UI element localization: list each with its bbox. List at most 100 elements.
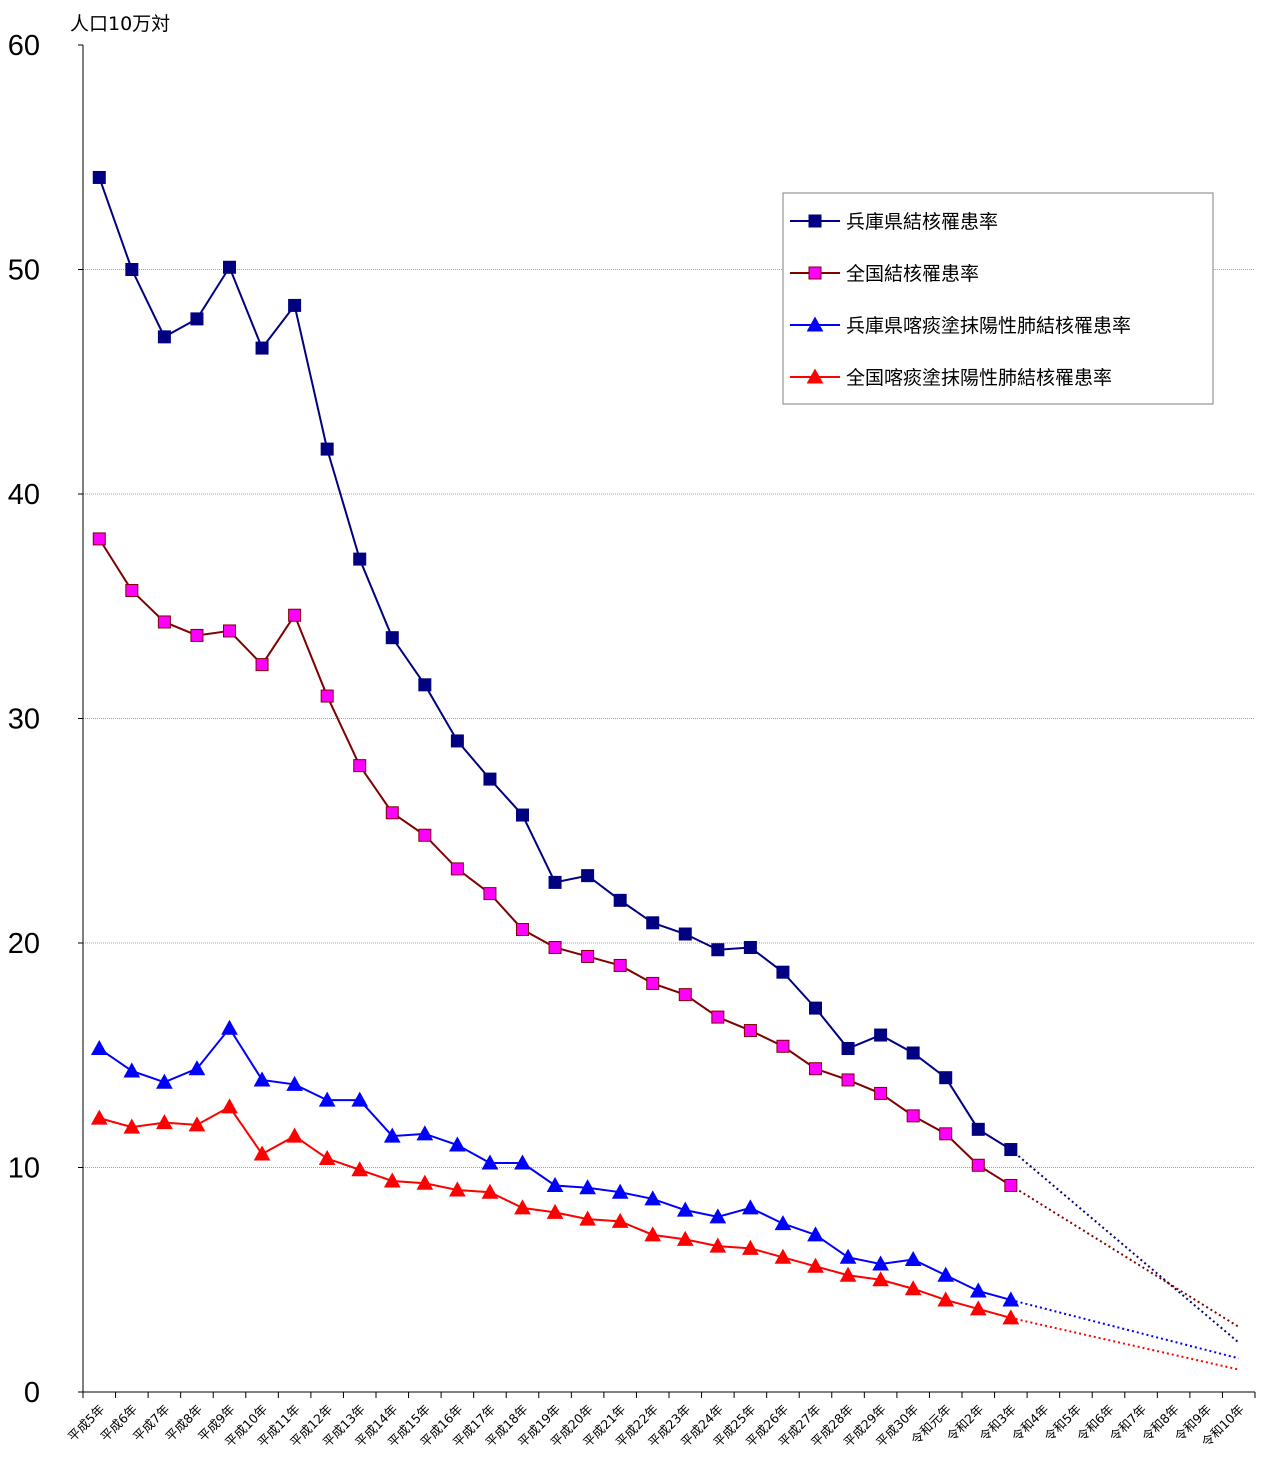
data-point xyxy=(92,532,106,546)
data-point xyxy=(644,1226,662,1242)
trend-line xyxy=(1010,1148,1240,1344)
data-point xyxy=(288,608,302,622)
data-point xyxy=(353,552,367,566)
data-point xyxy=(1002,1291,1020,1307)
series-group xyxy=(90,170,1240,1371)
series-line xyxy=(98,1026,1012,1301)
series-line xyxy=(98,538,1012,1187)
legend-label: 全国喀痰塗抹陽性肺結核罹患率 xyxy=(846,366,1112,389)
data-point xyxy=(516,923,529,937)
data-point xyxy=(971,1158,985,1172)
data-point xyxy=(253,1071,271,1087)
data-point xyxy=(450,862,464,876)
data-point xyxy=(807,1257,824,1273)
data-point xyxy=(546,1203,564,1219)
data-point xyxy=(288,298,302,312)
data-point xyxy=(255,658,269,672)
data-point xyxy=(125,584,139,598)
data-point xyxy=(904,1251,922,1267)
data-point xyxy=(809,1062,822,1076)
data-point xyxy=(906,1046,920,1060)
y-tick-label: 10 xyxy=(8,1153,40,1185)
data-point xyxy=(90,1039,108,1056)
data-point xyxy=(514,1199,531,1215)
data-point xyxy=(776,1039,790,1053)
data-point xyxy=(774,1248,792,1264)
data-point xyxy=(351,1091,369,1107)
data-point xyxy=(678,927,692,941)
data-point xyxy=(383,1172,401,1188)
data-point xyxy=(939,1127,953,1141)
data-point xyxy=(156,1073,173,1089)
data-point xyxy=(644,1190,662,1206)
data-point xyxy=(188,1116,206,1132)
data-point xyxy=(776,965,790,979)
data-point xyxy=(937,1291,955,1307)
data-point xyxy=(579,1210,596,1226)
data-point xyxy=(253,1145,271,1161)
axes xyxy=(78,44,1256,1398)
legend-marker xyxy=(808,214,822,228)
legend-marker xyxy=(806,368,824,384)
data-point xyxy=(809,1001,822,1015)
y-tick-label: 50 xyxy=(8,255,40,287)
y-tick-label: 60 xyxy=(8,30,40,62)
data-point xyxy=(157,330,171,344)
series-2 xyxy=(92,532,1240,1328)
data-point xyxy=(450,734,464,748)
legend: 兵庫県結核罹患率全国結核罹患率兵庫県喀痰塗抹陽性肺結核罹患率全国喀痰塗抹陽性肺結… xyxy=(782,192,1214,405)
legend-label: 兵庫県結核罹患率 xyxy=(846,211,998,233)
data-point xyxy=(743,1024,757,1038)
data-point xyxy=(418,678,432,692)
data-point xyxy=(969,1300,987,1316)
data-point xyxy=(611,1212,629,1228)
data-point xyxy=(514,1154,531,1170)
data-point xyxy=(711,943,725,957)
data-point xyxy=(1004,1178,1018,1192)
data-point xyxy=(481,1183,499,1199)
data-point xyxy=(481,1154,499,1170)
data-point xyxy=(874,1086,888,1100)
data-point xyxy=(157,615,171,629)
legend-marker xyxy=(806,316,824,332)
data-point xyxy=(969,1282,987,1298)
trend-line xyxy=(1010,1298,1239,1360)
data-point xyxy=(483,772,497,786)
data-point xyxy=(255,341,269,355)
data-point xyxy=(221,1019,238,1035)
data-point xyxy=(841,1042,855,1056)
data-point xyxy=(188,1060,206,1076)
series-4 xyxy=(90,1098,1239,1371)
data-point xyxy=(318,1149,336,1166)
data-point xyxy=(221,1098,238,1114)
data-point xyxy=(416,1125,434,1141)
data-point xyxy=(906,1109,920,1123)
data-point xyxy=(449,1136,466,1152)
data-point xyxy=(351,1161,369,1177)
data-point xyxy=(874,1028,888,1042)
data-point xyxy=(646,976,660,990)
data-point xyxy=(613,893,627,907)
data-point xyxy=(709,1237,727,1253)
data-point xyxy=(613,958,627,972)
data-point xyxy=(839,1266,857,1282)
y-tick-labels: 0 10 20 30 40 50 60 xyxy=(8,30,40,1409)
data-point xyxy=(125,263,139,276)
data-point xyxy=(709,1208,727,1224)
data-point xyxy=(872,1271,889,1287)
legend-label: 兵庫県喀痰塗抹陽性肺結核罹患率 xyxy=(846,314,1131,337)
trend-line xyxy=(1010,1184,1240,1328)
y-tick-label: 30 xyxy=(8,704,40,736)
data-point xyxy=(320,689,334,703)
y-tick-label: 20 xyxy=(8,928,40,960)
data-point xyxy=(385,806,399,820)
data-point xyxy=(1004,1143,1018,1157)
series-3 xyxy=(90,1019,1239,1360)
data-point xyxy=(1002,1309,1020,1325)
data-point xyxy=(353,759,367,773)
data-point xyxy=(190,628,204,642)
x-tick-labels: 平成5年平成6年平成7年平成8年平成9年平成10年平成11年平成12年平成13年… xyxy=(65,1402,1247,1450)
data-point xyxy=(743,940,757,954)
legend-box xyxy=(782,192,1214,405)
